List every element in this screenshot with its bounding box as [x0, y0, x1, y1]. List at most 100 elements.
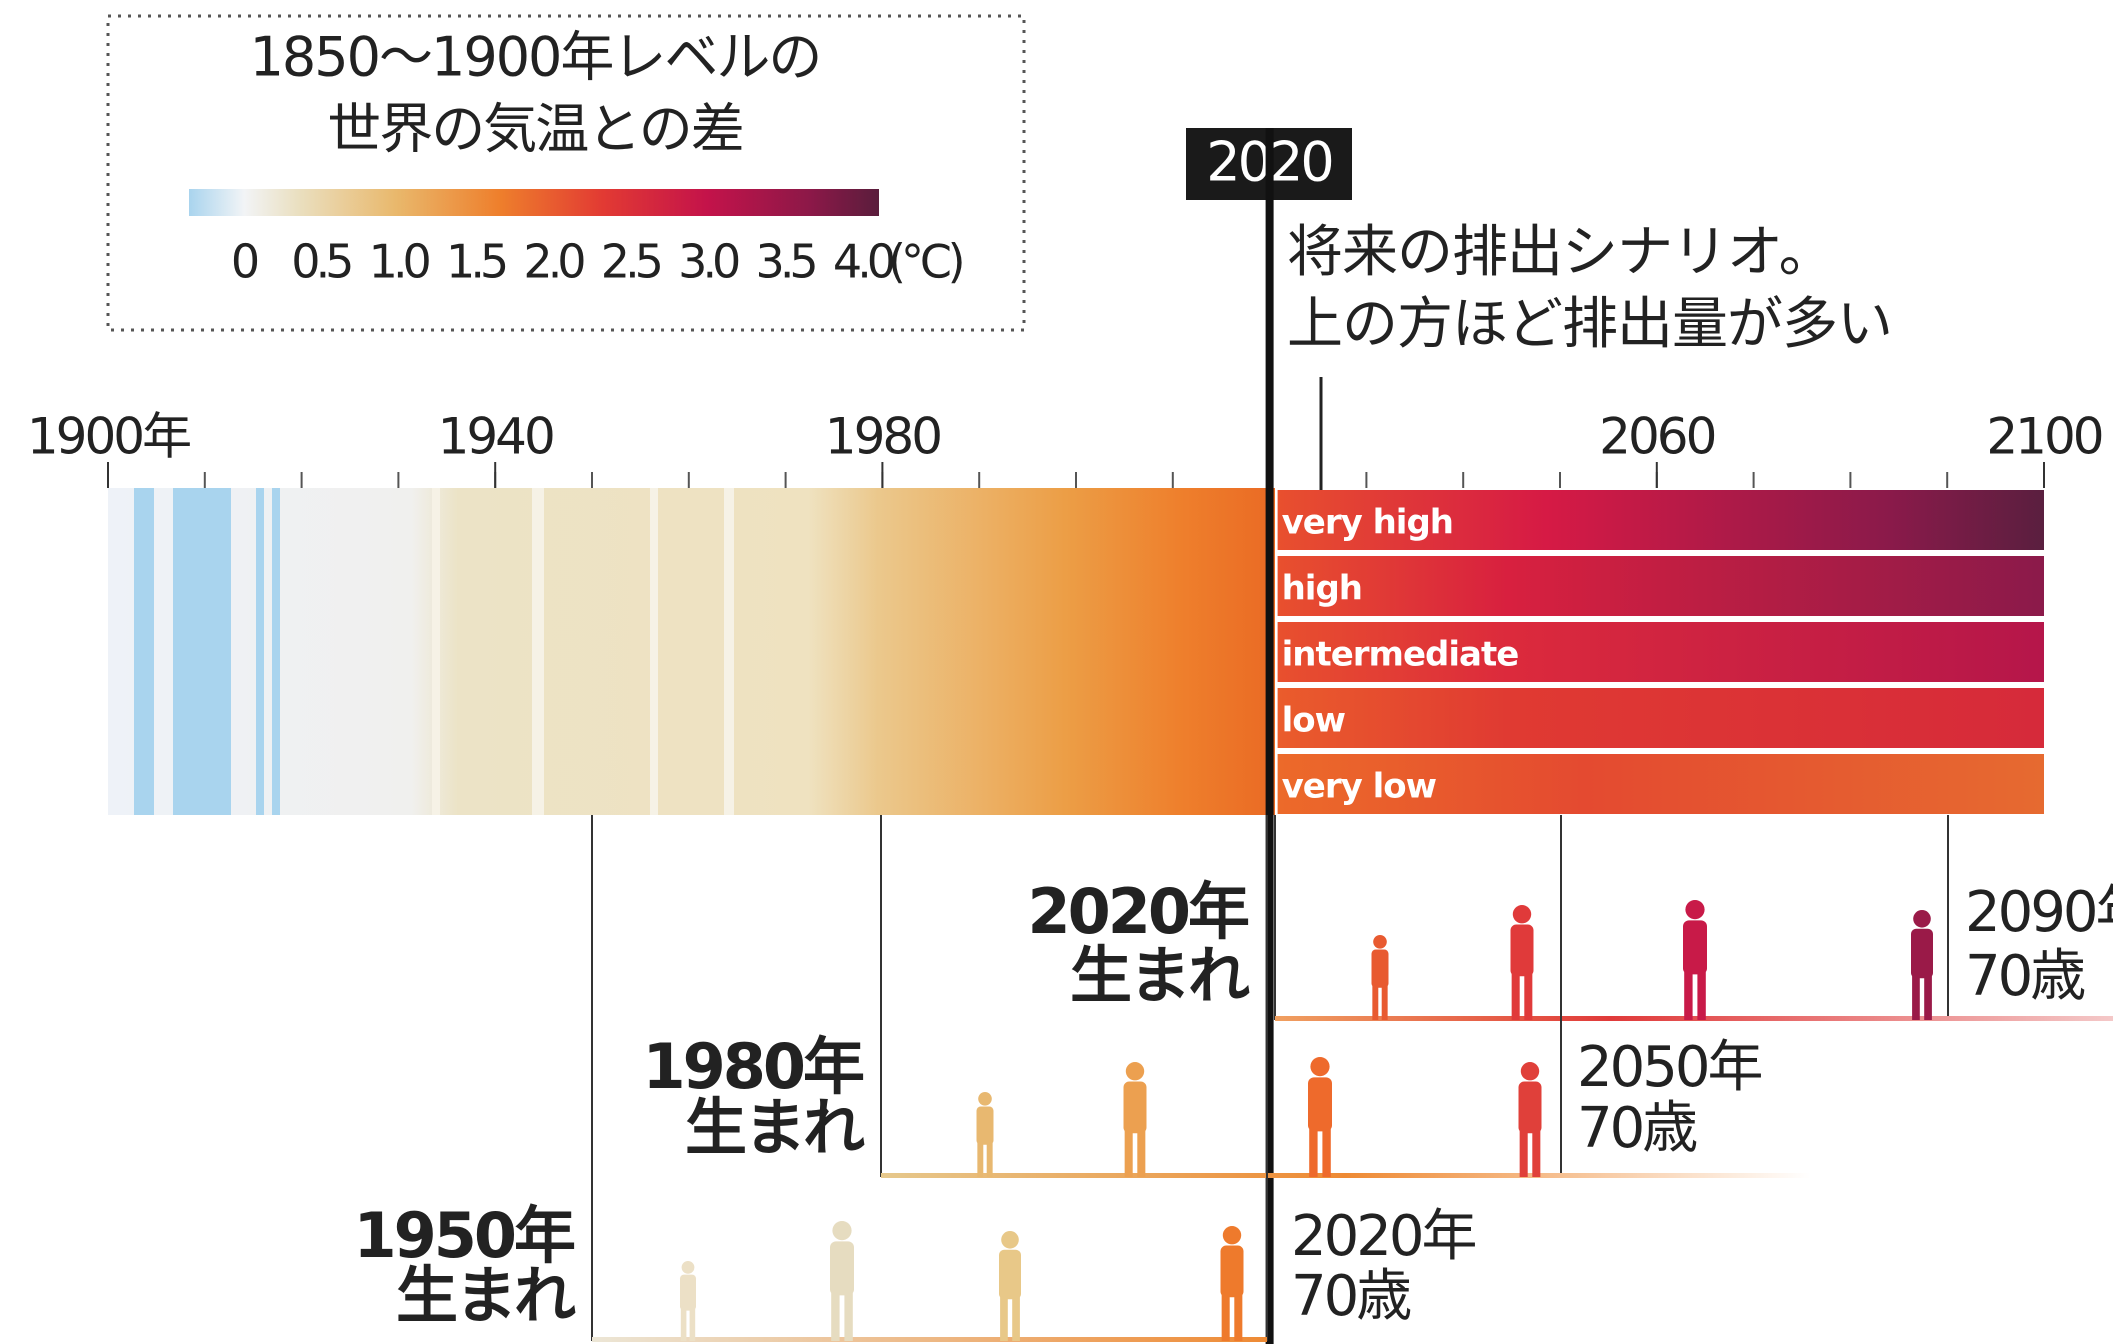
born-label: 2020年 — [1027, 875, 1249, 948]
leg — [1012, 1297, 1020, 1341]
person-silhouette — [1308, 1057, 1332, 1177]
body — [999, 1249, 1021, 1300]
stripe — [134, 488, 154, 815]
legend-color-bar — [189, 189, 879, 216]
body — [1683, 920, 1707, 975]
leg — [1697, 972, 1706, 1020]
body — [1123, 1081, 1147, 1134]
legend-tick-label: 2.5 — [601, 235, 661, 289]
leg — [1524, 974, 1533, 1020]
stripe — [432, 488, 440, 815]
person-silhouette — [1123, 1062, 1147, 1177]
legend-tick-label: 4.0 — [833, 235, 894, 289]
legend-title: 1850～1900年レベルの — [250, 26, 821, 89]
person-silhouette — [1911, 910, 1933, 1020]
body — [1518, 1081, 1542, 1134]
scenario-note: 上の方ほど排出量が多い — [1287, 292, 1892, 357]
leg — [986, 1143, 993, 1177]
body — [1220, 1245, 1244, 1298]
leg — [844, 1293, 853, 1341]
legend-box — [106, 14, 1026, 332]
born-label: 1950年 — [353, 1199, 575, 1272]
head — [1001, 1231, 1019, 1249]
head — [1222, 1226, 1242, 1245]
head — [1373, 935, 1387, 949]
life-line — [881, 1173, 1810, 1178]
timeline-tick-label: 2100 — [1986, 408, 2101, 466]
timeline-tick-label: 1900年 — [27, 408, 190, 466]
timeline-tick-label: 1940 — [438, 408, 553, 466]
scenario-label: very low — [1282, 767, 1437, 807]
person-silhouette — [1220, 1226, 1244, 1341]
leg — [1322, 1129, 1331, 1177]
legend-tick-label: 3.5 — [756, 235, 816, 289]
pale-stripes — [432, 488, 734, 815]
scenario-band — [1277, 556, 2044, 616]
stripe — [256, 488, 264, 815]
head — [1125, 1062, 1145, 1081]
scenario-note: 将来の排出シナリオ。 — [1287, 220, 1834, 285]
body — [1911, 928, 1933, 979]
age70-label: 70歳 — [1965, 944, 2085, 1009]
head — [1520, 1062, 1540, 1081]
head — [1913, 910, 1931, 928]
historical-stripes — [108, 488, 1275, 815]
scenario-band — [1277, 754, 2044, 814]
leg — [1532, 1131, 1541, 1177]
leg — [1511, 974, 1520, 1020]
body — [1308, 1077, 1332, 1132]
leg — [1221, 1295, 1230, 1341]
leg — [977, 1143, 984, 1177]
leg — [1912, 976, 1920, 1020]
head — [1685, 900, 1705, 920]
scenario-band — [1277, 688, 2044, 748]
legend-tick-label: 0 — [231, 235, 258, 289]
age70-label: 70歳 — [1291, 1264, 1411, 1329]
person-silhouette — [680, 1261, 696, 1341]
scenario-label: high — [1282, 569, 1362, 609]
legend-tick-label: 3.0 — [678, 235, 739, 289]
leg — [1684, 972, 1693, 1020]
stripe — [724, 488, 734, 815]
person-silhouette — [1683, 900, 1707, 1020]
cold-stripes — [134, 488, 280, 815]
life-line — [1275, 1016, 2113, 1021]
legend-tick-label: 1.0 — [369, 235, 430, 289]
born-label: 生まれ — [1070, 939, 1250, 1012]
person-silhouette — [830, 1221, 854, 1341]
born-label: 生まれ — [685, 1091, 865, 1164]
timeline-tick-label: 2060 — [1599, 408, 1714, 466]
person-silhouette — [976, 1092, 994, 1177]
age70-label: 2020年 — [1291, 1204, 1476, 1269]
legend-title: 世界の気温との差 — [327, 98, 742, 161]
scenario-label: low — [1282, 701, 1346, 741]
legend-unit: (℃) — [888, 235, 962, 289]
head — [681, 1261, 695, 1274]
body — [976, 1106, 994, 1145]
legend-tick-label: 0.5 — [291, 235, 351, 289]
legend-tick-label: 1.5 — [446, 235, 506, 289]
head — [978, 1092, 992, 1106]
body — [680, 1274, 696, 1311]
legend-tick-label: 2.0 — [523, 235, 584, 289]
age70-label: 2090年 — [1965, 880, 2113, 945]
leg — [680, 1309, 687, 1341]
body — [1510, 924, 1534, 977]
scenario-band — [1277, 622, 2044, 682]
scenario-label: intermediate — [1282, 635, 1519, 675]
stripe — [650, 488, 658, 815]
stripe — [272, 488, 280, 815]
leg — [1372, 986, 1379, 1020]
person-silhouette — [1518, 1062, 1542, 1177]
head — [1512, 905, 1532, 924]
born-label: 1980年 — [642, 1030, 864, 1103]
leg — [1137, 1131, 1146, 1177]
leg — [1000, 1297, 1008, 1341]
scenario-band — [1277, 490, 2044, 550]
stripe — [173, 488, 231, 815]
born-label: 生まれ — [396, 1259, 576, 1332]
body — [830, 1241, 854, 1296]
leg — [1234, 1295, 1243, 1341]
leg — [1924, 976, 1932, 1020]
